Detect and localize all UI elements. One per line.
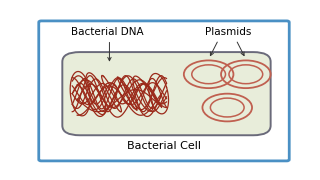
FancyBboxPatch shape: [62, 52, 271, 135]
Text: Bacterial Cell: Bacterial Cell: [127, 141, 201, 151]
Text: Bacterial DNA: Bacterial DNA: [71, 27, 143, 37]
Text: Plasmids: Plasmids: [205, 27, 252, 37]
